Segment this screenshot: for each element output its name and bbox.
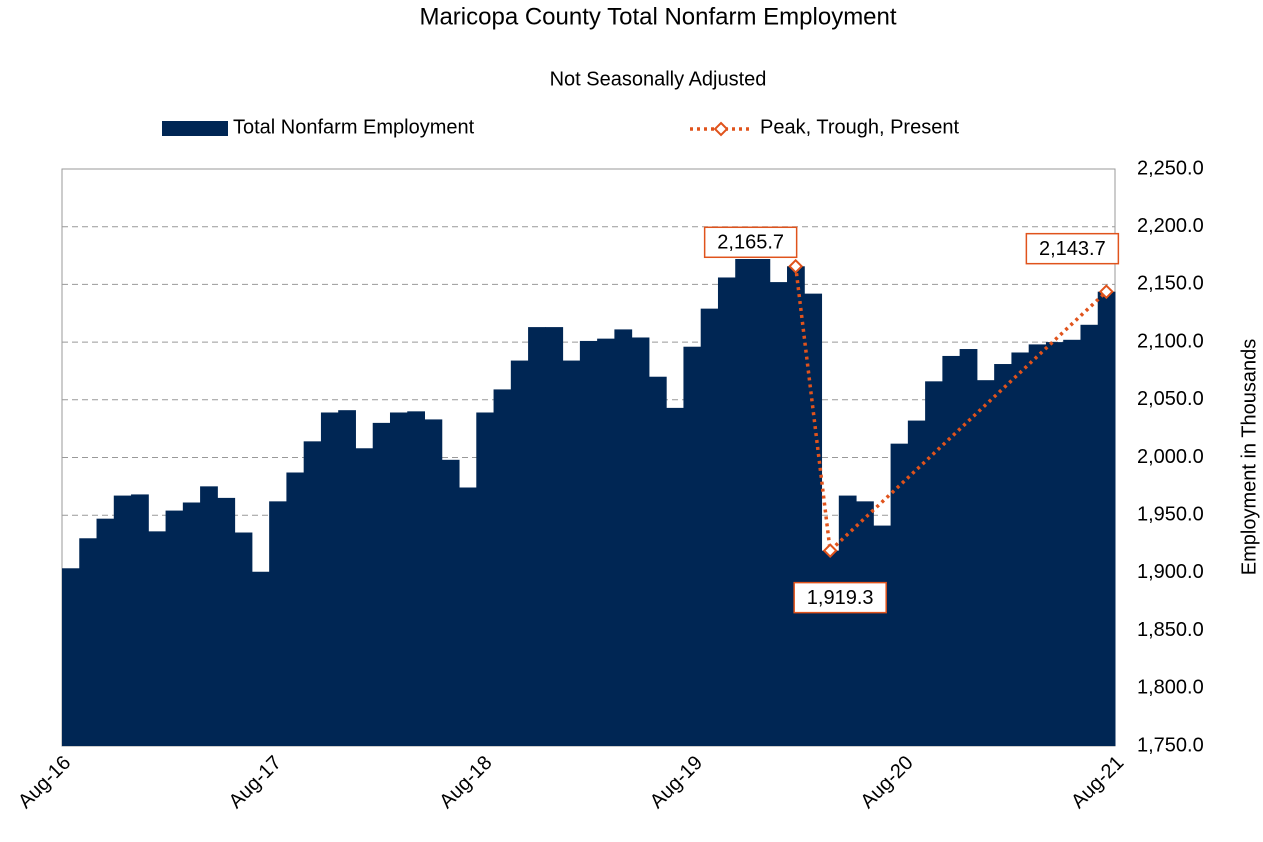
x-tick-label: Aug-17	[225, 752, 286, 813]
bar	[1097, 291, 1116, 746]
bar	[907, 420, 926, 746]
y-tick-label: 1,950.0	[1137, 503, 1204, 525]
bar	[994, 364, 1012, 746]
x-tick-label: Aug-18	[435, 752, 496, 813]
bar	[441, 459, 460, 746]
y-tick-label: 1,850.0	[1137, 619, 1204, 641]
bar	[148, 531, 167, 746]
y-axis-title: Employment in Thousands	[1238, 339, 1260, 575]
bar	[234, 532, 253, 746]
bar	[1063, 339, 1081, 746]
bar	[821, 550, 840, 746]
bar	[407, 411, 426, 746]
bar	[648, 376, 667, 746]
bar	[182, 502, 201, 746]
bar	[787, 266, 805, 746]
bar	[717, 277, 736, 746]
bar	[251, 571, 270, 746]
bar	[804, 293, 823, 746]
bar	[579, 340, 598, 746]
bar	[62, 568, 80, 746]
bar	[752, 259, 771, 746]
y-tick-label: 2,150.0	[1137, 273, 1204, 295]
data-label: 2,143.7	[1039, 238, 1106, 260]
bar	[269, 501, 287, 746]
bar	[1080, 324, 1099, 746]
bar	[338, 410, 356, 746]
bar	[131, 494, 149, 746]
bar	[286, 472, 305, 746]
bar	[355, 448, 374, 746]
x-tick-label: Aug-16	[14, 752, 75, 813]
bar	[424, 419, 443, 746]
bar	[838, 495, 857, 746]
bar	[389, 412, 408, 746]
bar	[631, 337, 650, 746]
bar	[459, 487, 477, 746]
bar	[113, 495, 132, 746]
legend-marker	[713, 121, 729, 137]
bar	[493, 389, 512, 746]
bar	[1011, 352, 1030, 746]
bar	[510, 360, 529, 746]
x-tick-label: Aug-19	[646, 752, 707, 813]
data-label-box	[703, 226, 798, 259]
data-label-box	[1025, 232, 1120, 265]
bar	[873, 525, 892, 746]
marker	[788, 258, 804, 274]
marker	[1098, 284, 1114, 300]
bar	[1028, 344, 1047, 746]
data-label-box	[793, 581, 887, 614]
bar	[96, 518, 115, 746]
bar	[614, 329, 633, 746]
bar	[735, 259, 753, 746]
bar	[200, 486, 218, 746]
bar	[372, 422, 391, 746]
data-label: 2,165.7	[717, 232, 784, 254]
bar	[79, 538, 98, 746]
y-tick-label: 2,250.0	[1137, 157, 1204, 179]
y-tick-label: 2,100.0	[1137, 330, 1204, 352]
y-tick-label: 2,200.0	[1137, 215, 1204, 237]
legend-swatch-bar	[162, 121, 228, 136]
bar	[562, 360, 581, 746]
chart-subtitle: Not Seasonally Adjusted	[550, 68, 767, 90]
bar	[959, 349, 978, 746]
bar	[683, 346, 702, 746]
bar	[476, 412, 495, 746]
y-tick-label: 1,900.0	[1137, 561, 1204, 583]
bar	[856, 501, 874, 746]
bar	[217, 497, 236, 746]
bar	[942, 355, 961, 746]
bar	[976, 380, 995, 746]
bar	[545, 327, 564, 746]
bar	[303, 441, 322, 746]
y-tick-label: 1,750.0	[1137, 734, 1204, 756]
legend-label: Total Nonfarm Employment	[233, 116, 475, 138]
bar	[666, 407, 684, 746]
chart-title: Maricopa County Total Nonfarm Employment	[419, 3, 896, 30]
y-tick-label: 2,000.0	[1137, 446, 1204, 468]
bar	[769, 282, 788, 746]
marker	[822, 543, 838, 559]
data-label: 1,919.3	[807, 587, 874, 609]
bar	[165, 510, 184, 746]
bar	[320, 412, 339, 746]
bar	[700, 308, 719, 746]
bar	[1045, 342, 1064, 746]
bar	[925, 381, 943, 746]
bar	[597, 338, 615, 746]
legend-label: Peak, Trough, Present	[760, 116, 959, 138]
x-tick-label: Aug-21	[1067, 752, 1128, 813]
bar	[890, 443, 909, 746]
bar	[528, 327, 546, 746]
y-tick-label: 1,800.0	[1137, 677, 1204, 699]
x-tick-label: Aug-20	[857, 752, 918, 813]
y-tick-label: 2,050.0	[1137, 388, 1204, 410]
